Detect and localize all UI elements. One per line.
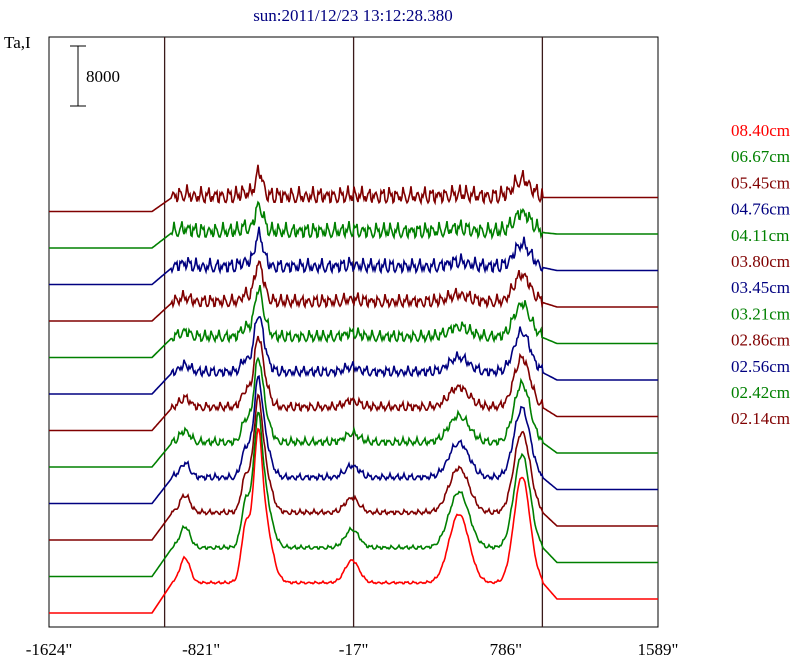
x-tick-label: -821" [182, 640, 220, 659]
legend: 08.40cm 06.67cm 05.45cm 04.76cm 04.11cm 03.80… [731, 121, 790, 428]
legend-item: 02.14cm [731, 409, 790, 428]
chart-title: sun:2011/12/23 13:12:28.380 [253, 6, 453, 25]
curve-04.76cm [49, 374, 658, 505]
legend-item: 04.11cm [731, 226, 789, 245]
curve-03.21cm [49, 284, 658, 359]
legend-item: 03.21cm [731, 304, 790, 323]
legend-item: 06.67cm [731, 147, 790, 166]
x-tick-labels: -1624" -821" -17" 786" 1589" [26, 640, 679, 659]
x-tick-label: -1624" [26, 640, 73, 659]
legend-item: 03.45cm [731, 278, 790, 297]
x-tick-label: 1589" [638, 640, 679, 659]
curve-02.42cm [49, 200, 658, 249]
legend-item: 02.42cm [731, 383, 790, 402]
legend-item: 08.40cm [731, 121, 790, 140]
curve-03.45cm [49, 316, 658, 395]
curve-02.86cm [49, 260, 658, 322]
x-tick-label: 786" [490, 640, 522, 659]
legend-item: 02.56cm [731, 357, 790, 376]
curve-08.40cm [49, 427, 658, 614]
legend-item: 04.76cm [731, 200, 790, 219]
spectrum-curves [49, 164, 658, 614]
legend-item: 03.80cm [731, 252, 790, 271]
curve-03.80cm [49, 335, 658, 432]
curve-06.67cm [49, 411, 658, 578]
scale-bar-label: 8000 [86, 67, 120, 86]
curve-02.14cm [49, 164, 658, 213]
curve-05.45cm [49, 393, 658, 541]
curve-02.56cm [49, 226, 658, 286]
y-axis-label: Ta,I [4, 33, 31, 52]
x-tick-label: -17" [339, 640, 369, 659]
curve-04.11cm [49, 356, 658, 468]
legend-item: 05.45cm [731, 173, 790, 192]
scale-bar: 8000 [70, 45, 120, 107]
legend-item: 02.86cm [731, 331, 790, 350]
